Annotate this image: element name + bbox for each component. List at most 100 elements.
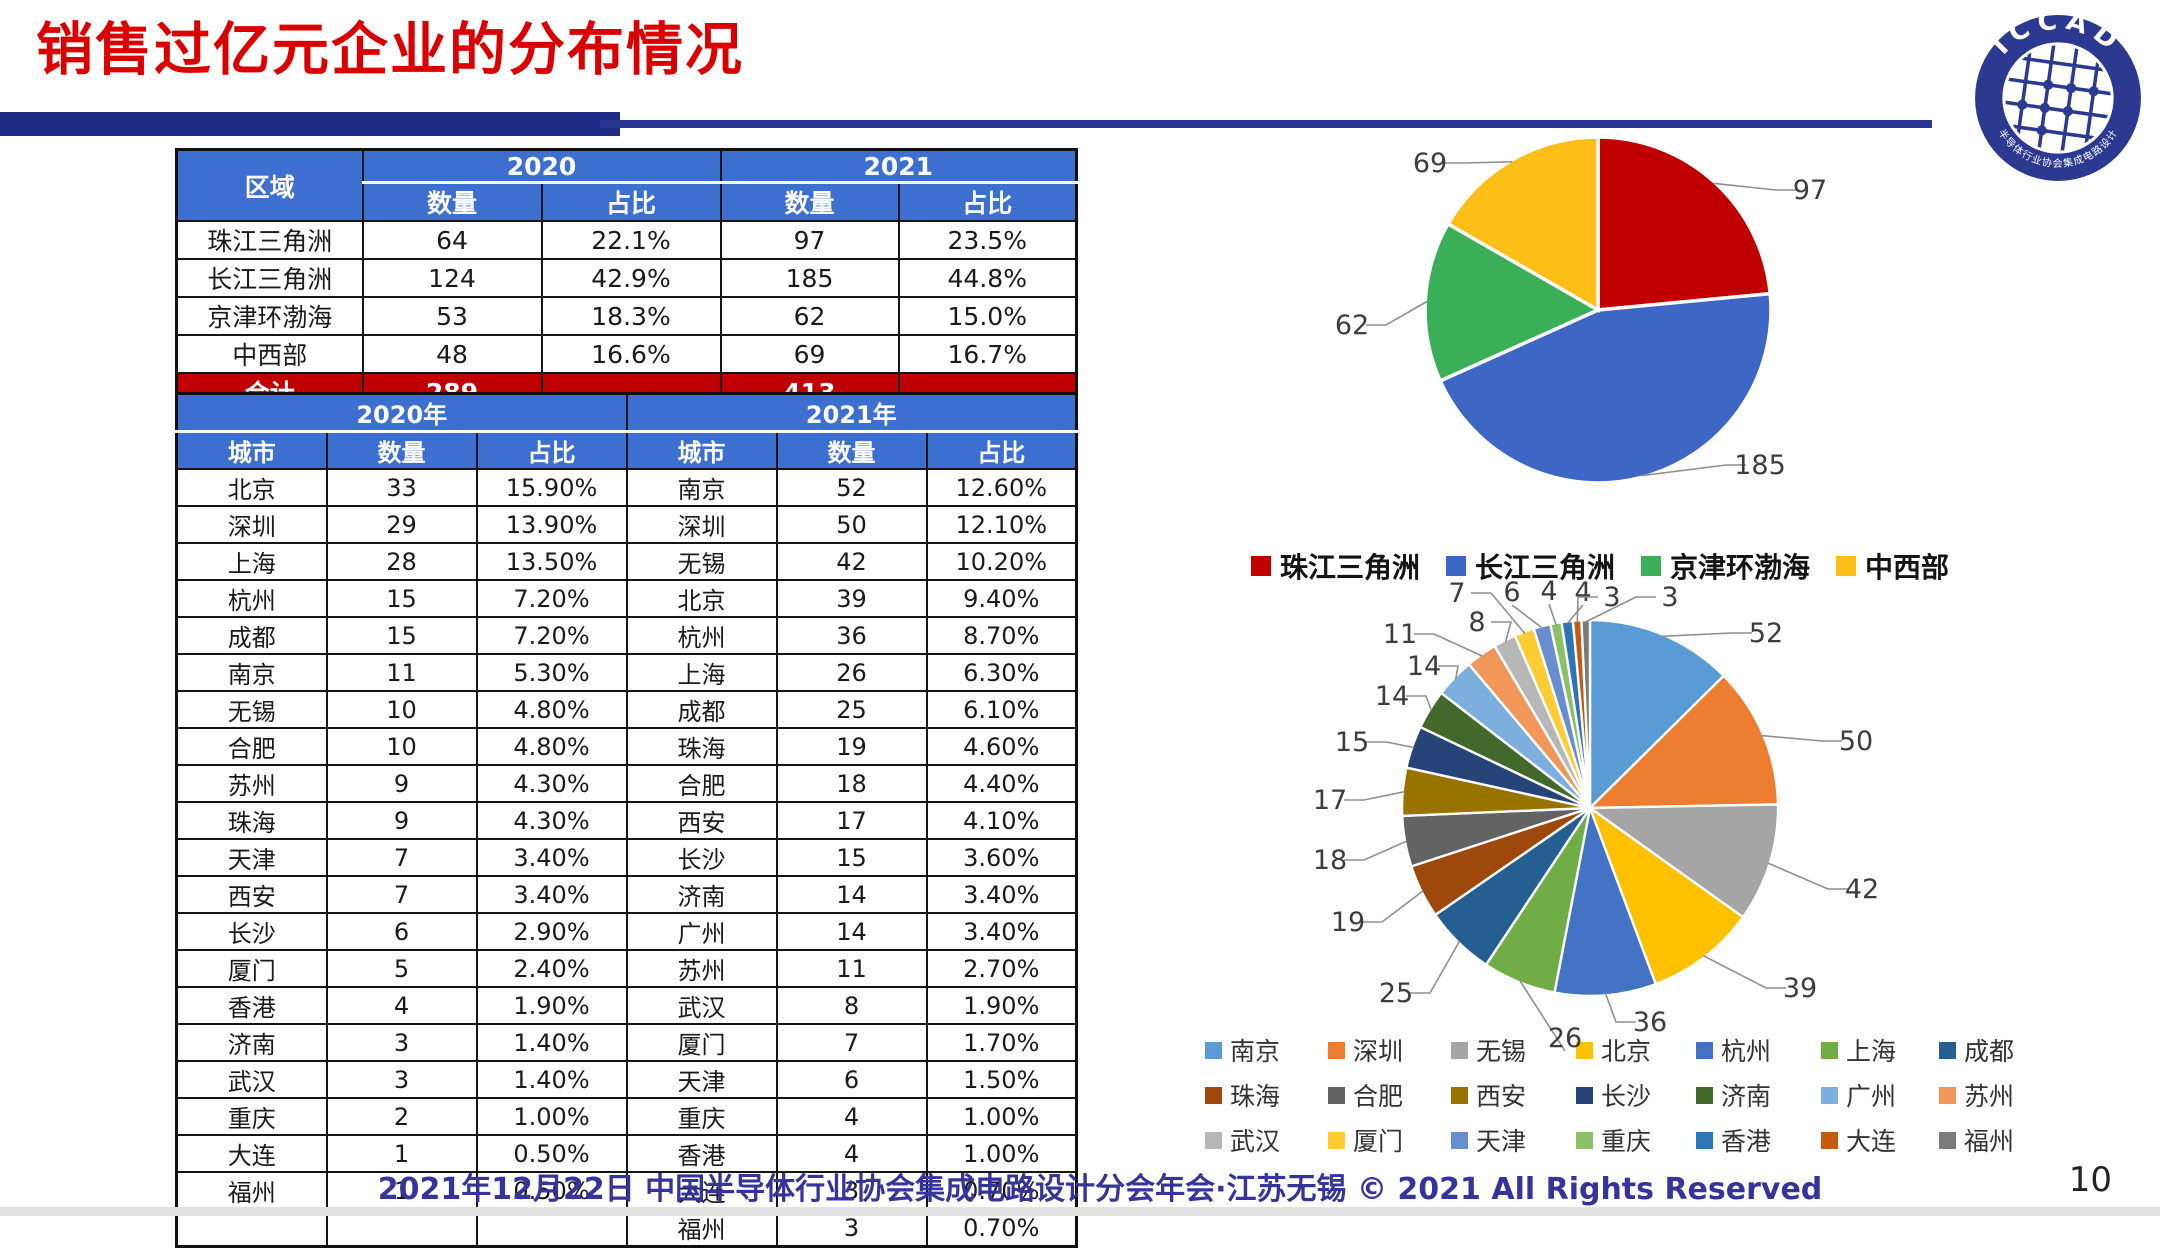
city-name: 长沙 — [625, 838, 778, 877]
legend-item-香港: 香港 — [1696, 1122, 1771, 1158]
legend-label: 上海 — [1846, 1037, 1897, 1066]
city-value: 1.50% — [925, 1060, 1078, 1099]
city-value: 7.20% — [475, 579, 628, 618]
table-row: 上海 28 13.50% 无锡 42 10.20% — [175, 542, 1078, 581]
region-value: 18.3% — [540, 296, 722, 336]
city-name: 深圳 — [175, 505, 328, 544]
city-name: 济南 — [625, 875, 778, 914]
city-value: 1 — [325, 1171, 478, 1210]
year-header: 2020年 — [175, 392, 628, 433]
city-value: 4.40% — [925, 764, 1078, 803]
city-value: 14 — [775, 875, 928, 914]
legend-label: 无锡 — [1476, 1037, 1527, 1066]
legend-swatch — [1821, 1041, 1838, 1059]
legend-swatch — [1328, 1086, 1345, 1104]
legend-swatch — [1821, 1086, 1838, 1104]
city-value: 11 — [775, 949, 928, 988]
label-leader-line — [1585, 596, 1656, 623]
table-row: 长江三角洲 124 42.9% 185 44.8% — [175, 258, 1078, 298]
sub-header: 城市 — [625, 430, 778, 470]
slide-bottom-edge — [0, 1207, 2160, 1216]
label-leader-line — [1410, 940, 1461, 994]
city-value: 1.70% — [925, 1023, 1078, 1062]
city-name: 香港 — [625, 1134, 778, 1173]
table-row: 珠海 9 4.30% 西安 17 4.10% — [175, 801, 1078, 840]
city-value: 13.50% — [475, 542, 628, 581]
data-label: 50 — [1839, 726, 1873, 757]
label-leader-line — [1566, 604, 1584, 624]
data-label: 4 — [1574, 577, 1591, 608]
legend-label: 天津 — [1476, 1127, 1527, 1156]
city-distribution-table: 2020年 2021年 城市 数量 占比 城市 数量 占比 北京 33 15.90% 南京 52 12.6… — [175, 392, 1079, 1248]
legend-label: 济南 — [1721, 1082, 1772, 1111]
city-value: 15 — [325, 616, 478, 655]
label-leader-line — [1767, 862, 1848, 890]
city-value: 28 — [325, 542, 478, 581]
data-label: 39 — [1783, 973, 1817, 1004]
region-value: 23.5% — [897, 220, 1078, 260]
sub-header: 占比 — [540, 181, 722, 222]
region-distribution-table: 区域 2020 2021 数量 占比 数量 占比 珠江三角洲 64 22.1% 97 23.5% 长江三… — [175, 148, 1078, 413]
data-label: 8 — [1468, 607, 1485, 638]
city-name: 武汉 — [175, 1060, 328, 1099]
city-value: 26 — [775, 653, 928, 692]
city-value: 4 — [775, 1134, 928, 1173]
city-name: 北京 — [625, 579, 778, 618]
legend-item-苏州: 苏州 — [1939, 1077, 2014, 1113]
legend-label: 长沙 — [1601, 1082, 1652, 1111]
legend-label: 武汉 — [1230, 1127, 1281, 1156]
region-value: 44.8% — [897, 258, 1078, 298]
region-value: 42.9% — [540, 258, 722, 298]
legend-label: 大连 — [1846, 1127, 1897, 1156]
legend-item-成都: 成都 — [1939, 1032, 2014, 1068]
label-leader-line — [1641, 464, 1746, 477]
table-row: 西安 7 3.40% 济南 14 3.40% — [175, 875, 1078, 914]
legend-label: 厦门 — [1353, 1127, 1404, 1156]
region-value: 16.6% — [540, 334, 722, 374]
city-name: 深圳 — [625, 505, 778, 544]
label-leader-line — [1414, 633, 1483, 657]
legend-swatch — [1445, 556, 1466, 576]
legend-item-深圳: 深圳 — [1328, 1032, 1403, 1068]
legend-swatch — [1205, 1131, 1222, 1149]
legend-swatch — [1576, 1086, 1593, 1104]
table-row: 杭州 15 7.20% 北京 39 9.40% — [175, 579, 1078, 618]
table-row: 香港 4 1.90% 武汉 8 1.90% — [175, 986, 1078, 1025]
city-name: 南京 — [625, 468, 778, 507]
legend-item-济南: 济南 — [1696, 1077, 1771, 1113]
table-row: 合肥 10 4.80% 珠海 19 4.60% — [175, 727, 1078, 766]
city-value: 5 — [325, 949, 478, 988]
city-value: 1 — [325, 1134, 478, 1173]
legend-swatch — [1328, 1041, 1345, 1059]
data-label: 36 — [1633, 1007, 1667, 1038]
legend-item-杭州: 杭州 — [1696, 1032, 1771, 1068]
legend-swatch — [1641, 556, 1661, 576]
region-pie-chart: 97 185 62 69 — [1335, 135, 1827, 485]
table-row: 中西部 48 16.6% 69 16.7% — [175, 334, 1078, 374]
legend-item-福州: 福州 — [1939, 1122, 2014, 1158]
legend-item-长沙: 长沙 — [1576, 1077, 1651, 1113]
city-value: 33 — [325, 468, 478, 507]
legend-label: 福州 — [1964, 1127, 2015, 1156]
pie-slice-长江三角洲 — [1437, 291, 1773, 485]
table-row: 南京 11 5.30% 上海 26 6.30% — [175, 653, 1078, 692]
city-value: 1.90% — [475, 986, 628, 1025]
data-label: 185 — [1734, 450, 1786, 481]
city-value: 4.30% — [475, 764, 628, 803]
region-value: 69 — [719, 334, 900, 374]
city-value: 10 — [325, 690, 478, 729]
sub-header: 城市 — [175, 430, 328, 470]
legend-swatch — [1939, 1086, 1956, 1104]
sub-header: 数量 — [325, 430, 478, 470]
city-value: 4.80% — [475, 727, 628, 766]
city-value: 4.10% — [925, 801, 1078, 840]
legend-swatch — [1451, 1041, 1468, 1059]
legend-swatch — [1576, 1041, 1593, 1059]
data-label: 4 — [1540, 576, 1557, 607]
data-label: 25 — [1379, 978, 1413, 1009]
table-row: 无锡 10 4.80% 成都 25 6.10% — [175, 690, 1078, 729]
city-name: 大连 — [625, 1171, 778, 1210]
table-row: 京津环渤海 53 18.3% 62 15.0% — [175, 296, 1078, 336]
region-value: 22.1% — [540, 220, 722, 260]
city-value: 15.90% — [475, 468, 628, 507]
